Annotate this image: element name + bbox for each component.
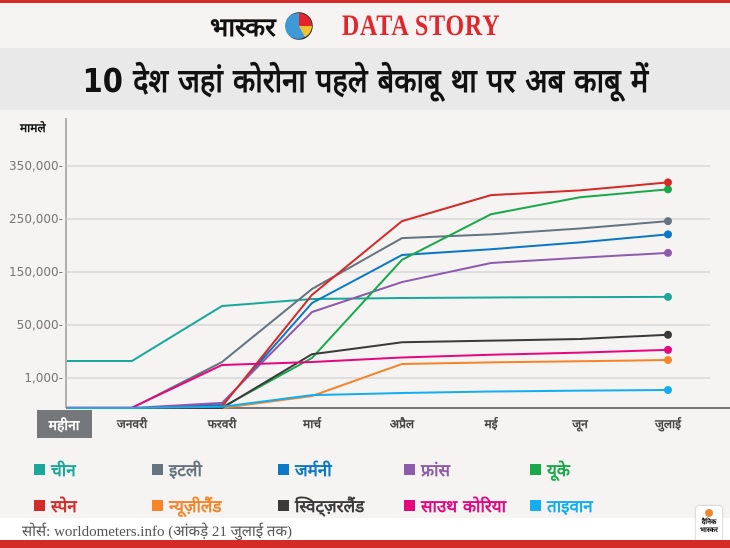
- series-end-point: [664, 292, 672, 301]
- legend-item: इटली: [152, 458, 202, 481]
- x-axis-label: महीना: [48, 417, 81, 434]
- legend-swatch: [34, 500, 45, 511]
- data-story-label: DATA STORY: [341, 9, 501, 42]
- series-end-point: [664, 345, 672, 354]
- y-tick-label: 1,000-: [24, 371, 63, 385]
- legend-swatch: [278, 464, 289, 475]
- legend-item: स्विट्ज़रलैंड: [278, 494, 364, 517]
- series-end-point: [664, 330, 672, 339]
- footer: सोर्स: worldometers.info (आंकड़े 21 जुला…: [0, 518, 730, 540]
- bottom-accent-bar: [0, 540, 730, 548]
- legend-item: फ्रांस: [404, 458, 450, 481]
- legend-item: चीन: [34, 458, 76, 481]
- pie-chart-icon: [284, 12, 313, 40]
- y-tick-label: 250,000-: [9, 212, 63, 226]
- legend-label: जर्मनी: [295, 461, 332, 481]
- y-axis-label: मामले: [19, 121, 46, 135]
- x-tick-label: फरवरी: [207, 417, 238, 431]
- legend-label: स्पेन: [51, 497, 77, 517]
- line-chart: मामले महीना 1,000- 50,000- 150,000- 250,000…: [9, 118, 730, 438]
- legend-label: इटली: [169, 461, 202, 481]
- page-title: 10 देश जहां कोरोना पहले बेकाबू था पर अब …: [82, 60, 648, 100]
- legend-swatch: [34, 464, 45, 475]
- series-end-point: [664, 178, 672, 187]
- legend-item: ताइवान: [530, 494, 593, 517]
- series-end-point: [664, 230, 672, 239]
- legend-item: न्यूज़ीलैंड: [152, 494, 222, 517]
- legend-label: न्यूज़ीलैंड: [169, 497, 222, 517]
- legend-label: चीन: [51, 461, 76, 481]
- x-tick-label: जून: [571, 417, 589, 432]
- y-tick-label: 350,000-: [9, 159, 63, 173]
- legend-item: स्पेन: [34, 494, 77, 517]
- legend-swatch: [530, 500, 541, 511]
- series-line: [67, 359, 669, 409]
- series-line: [67, 389, 669, 409]
- x-tick-label: जनवरी: [116, 417, 148, 431]
- series-end-point: [664, 248, 672, 257]
- x-tick-label: जुलाई: [654, 417, 682, 432]
- logo: भास्कर DATA STORY: [0, 6, 730, 46]
- series-end-point: [664, 185, 672, 194]
- legend-swatch: [404, 464, 415, 475]
- legend-swatch: [152, 464, 163, 475]
- legend-item: यूके: [530, 458, 570, 481]
- x-tick-label: अप्रैल: [390, 417, 415, 431]
- series-end-point: [664, 386, 672, 394]
- legend-label: साउथ कोरिया: [421, 497, 507, 517]
- legend-label: यूके: [547, 461, 570, 481]
- top-accent-bar: [0, 0, 730, 3]
- y-tick-label: 150,000-: [9, 265, 63, 279]
- legend-swatch: [278, 500, 289, 511]
- series-line: [67, 233, 669, 409]
- legend-swatch: [404, 500, 415, 511]
- source-text: सोर्स: worldometers.info (आंकड़े 21 जुला…: [22, 524, 292, 540]
- dainik-bhaskar-badge: दैनिक भास्कर: [696, 506, 722, 542]
- x-tick-label: मई: [483, 417, 498, 431]
- series-line: [67, 181, 669, 409]
- legend-item: जर्मनी: [278, 458, 332, 481]
- legend-swatch: [152, 500, 163, 511]
- series-line: [67, 348, 669, 409]
- legend-label: ताइवान: [547, 497, 593, 517]
- series-line: [67, 251, 669, 409]
- series-line: [67, 295, 669, 363]
- series-end-point: [664, 217, 672, 226]
- legend-item: साउथ कोरिया: [404, 494, 506, 517]
- x-axis-label-box: [37, 410, 92, 438]
- x-tick-label: मार्च: [302, 417, 322, 431]
- series-end-point: [664, 356, 672, 365]
- legend-label: फ्रांस: [421, 461, 451, 481]
- legend-label: स्विट्ज़रलैंड: [295, 497, 365, 517]
- y-tick-label: 50,000-: [17, 318, 63, 332]
- title-band: 10 देश जहां कोरोना पहले बेकाबू था पर अब …: [0, 48, 730, 110]
- brand-name: भास्कर: [210, 13, 276, 43]
- legend-swatch: [530, 464, 541, 475]
